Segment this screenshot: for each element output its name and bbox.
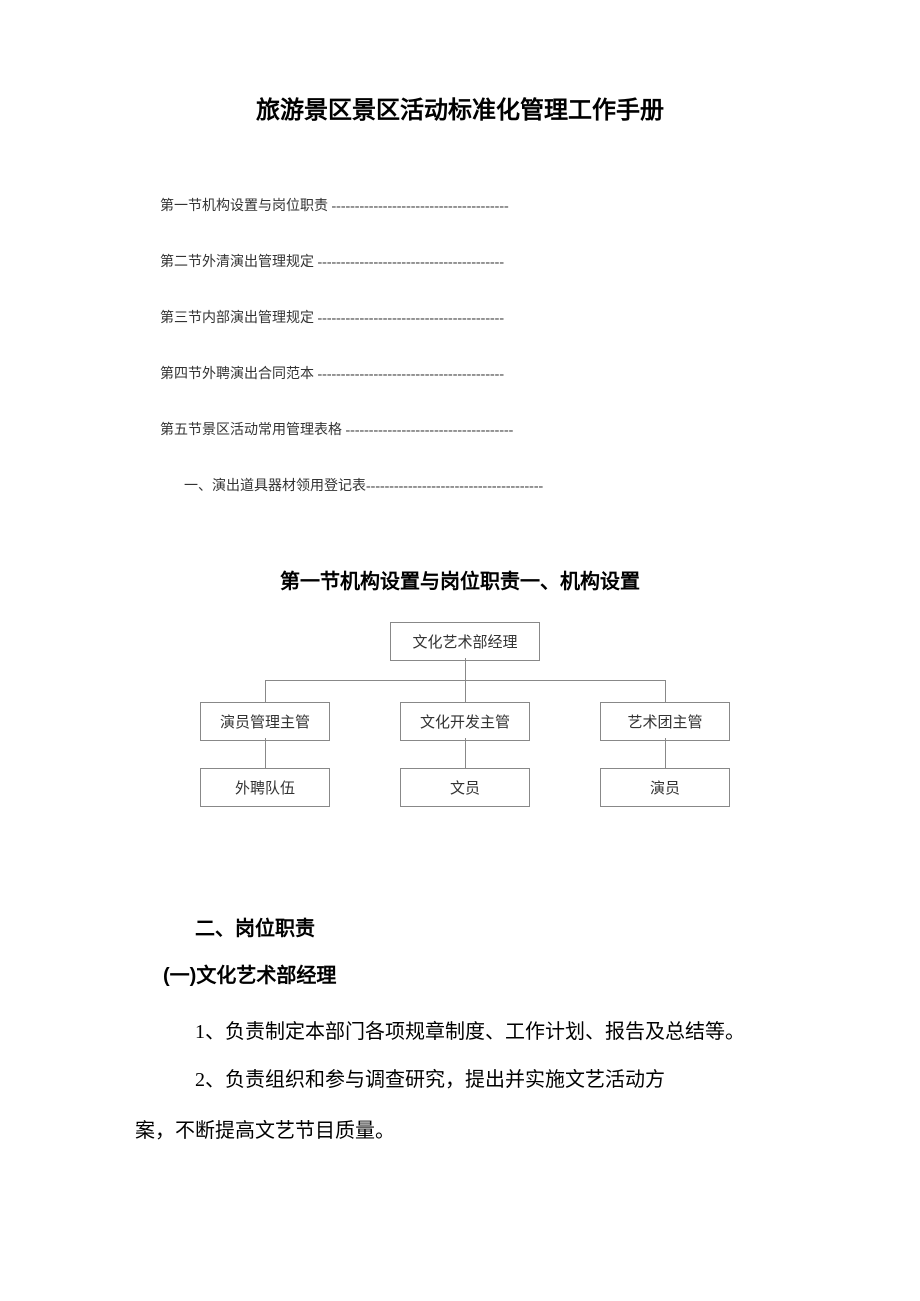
org-node-mid-2: 文化开发主管: [400, 702, 530, 741]
org-node-leaf-2: 文员: [400, 768, 530, 807]
org-line: [265, 680, 266, 702]
document-title: 旅游景区景区活动标准化管理工作手册: [0, 90, 920, 125]
org-chart: 文化艺术部经理 演员管理主管 文化开发主管 艺术团主管 外聘队伍 文员 演员: [180, 622, 740, 822]
org-node-mid-3: 艺术团主管: [600, 702, 730, 741]
org-node-root: 文化艺术部经理: [390, 622, 540, 661]
org-line: [665, 738, 666, 768]
org-line: [265, 738, 266, 768]
paragraph-2: 2、负责组织和参与调查研究，提出并实施文艺活动方: [155, 1058, 765, 1102]
org-node-mid-1: 演员管理主管: [200, 702, 330, 741]
heading-3: (一)文化艺术部经理: [155, 959, 765, 988]
org-line: [465, 658, 466, 680]
org-node-leaf-1: 外聘队伍: [200, 768, 330, 807]
table-of-contents: 第一节机构设置与岗位职责 ---------------------------…: [0, 195, 920, 495]
paragraph-2-cont: 案，不断提高文艺节目质量。: [135, 1106, 765, 1156]
org-node-leaf-3: 演员: [600, 768, 730, 807]
toc-item-2: 第二节外清演出管理规定 ----------------------------…: [160, 251, 760, 271]
toc-subitem-1: 一、演出道具器材领用登记表---------------------------…: [160, 475, 760, 495]
body-content: 二、岗位职责 (一)文化艺术部经理 1、负责制定本部门各项规章制度、工作计划、报…: [0, 912, 920, 1156]
heading-2: 二、岗位职责: [155, 912, 765, 941]
org-line: [465, 738, 466, 768]
org-line: [665, 680, 666, 702]
toc-item-5: 第五节景区活动常用管理表格 --------------------------…: [160, 419, 760, 439]
toc-item-3: 第三节内部演出管理规定 ----------------------------…: [160, 307, 760, 327]
org-line: [465, 680, 466, 702]
toc-item-4: 第四节外聘演出合同范本 ----------------------------…: [160, 363, 760, 383]
paragraph-1: 1、负责制定本部门各项规章制度、工作计划、报告及总结等。: [155, 1010, 765, 1054]
section-1-title: 第一节机构设置与岗位职责一、机构设置: [0, 565, 920, 594]
toc-item-1: 第一节机构设置与岗位职责 ---------------------------…: [160, 195, 760, 215]
